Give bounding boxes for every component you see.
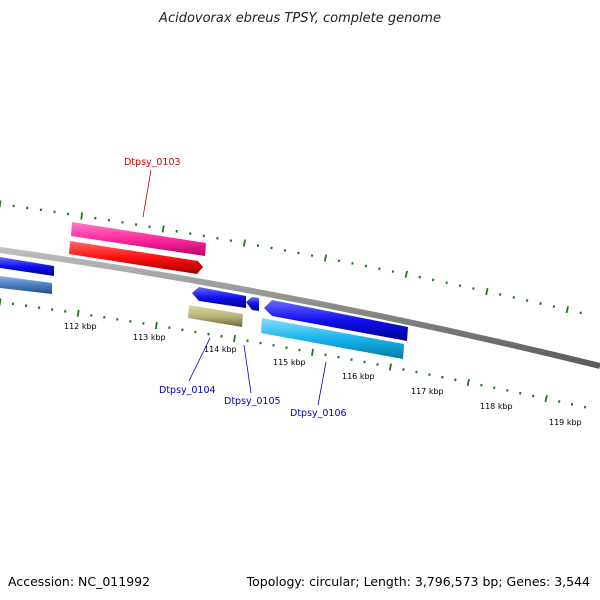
outer-scale-tick (242, 239, 246, 247)
outer-scale-tick (431, 278, 435, 282)
gene-label-dtpsy-0105: Dtpsy_0105 (224, 396, 281, 407)
outer-scale-tick (351, 261, 354, 265)
gene-blue-left (0, 257, 54, 276)
outer-scale-tick (472, 287, 475, 290)
accession-text: Accession: NC_011992 (8, 574, 150, 589)
outer-scale-tick (202, 234, 206, 238)
gene-pink-feature (71, 222, 206, 256)
topology-text: Topology: circular; Length: 3,796,573 bp… (246, 574, 590, 589)
outer-scale-tick (0, 200, 2, 208)
scale-label-116: 116 kbp (342, 372, 375, 381)
inner-scale-tick (454, 378, 457, 382)
gene-label-dtpsy-0104: Dtpsy_0104 (159, 385, 216, 396)
gene-cyan-feature (261, 318, 404, 359)
outer-scale-tick (323, 254, 328, 262)
outer-scale-tick (404, 270, 408, 278)
map-title: Acidovorax ebreus TPSY, complete genome (158, 11, 441, 26)
scale-label-115: 115 kbp (273, 358, 306, 367)
leader-line-dtpsy-0104 (188, 337, 211, 382)
leader-line-dtpsy-0103 (142, 169, 152, 218)
inner-scale-tick (583, 405, 587, 409)
scale-label-118: 118 kbp (480, 402, 513, 411)
inner-scale-tick (519, 391, 522, 395)
genome-backbone (0, 247, 600, 369)
inner-scale-tick (154, 321, 158, 330)
inner-scale-tick (480, 383, 483, 387)
outer-scale-tick (539, 302, 542, 305)
outer-scale-tick (552, 305, 556, 309)
outer-scale-tick (512, 296, 515, 299)
leader-line-dtpsy-0105 (243, 344, 252, 394)
outer-scale-tick (418, 275, 421, 279)
outer-scale-tick (525, 299, 529, 302)
gene-dtpsy-0103-arrow (69, 241, 203, 274)
gene-dtpsy-0106-arrow (264, 300, 408, 341)
scale-label-113: 113 kbp (133, 333, 166, 342)
gene-label-dtpsy-0103: Dtpsy_0103 (124, 157, 181, 168)
scale-label-114: 114 kbp (204, 345, 237, 354)
outer-scale-tick (391, 270, 395, 273)
inner-scale-tick (415, 370, 418, 374)
inner-scale-tick (570, 402, 574, 406)
inner-tick-ring (0, 298, 587, 409)
outer-scale-tick (485, 287, 489, 296)
inner-scale-tick (311, 348, 314, 356)
gene-dtpsy-0104-arrow (192, 287, 246, 308)
inner-scale-tick (506, 389, 509, 392)
scale-label-112: 112 kbp (64, 322, 97, 331)
outer-scale-tick (445, 281, 448, 285)
scale-label-119: 119 kbp (549, 418, 582, 427)
inner-scale-tick (233, 334, 236, 343)
inner-scale-tick (0, 298, 2, 306)
outer-scale-tick (161, 225, 165, 233)
gene-label-dtpsy-0106: Dtpsy_0106 (290, 408, 347, 419)
inner-scale-tick (557, 400, 561, 403)
leader-line-dtpsy-0106 (317, 361, 327, 406)
scale-label-117: 117 kbp (411, 387, 444, 396)
inner-scale-tick (388, 363, 392, 371)
outer-scale-tick (364, 264, 368, 268)
inner-scale-tick (544, 395, 548, 403)
gene-olive-feature (188, 305, 243, 327)
outer-scale-tick (579, 311, 582, 315)
scale-labels: 112 kbp 113 kbp 114 kbp 115 kbp 116 kbp … (64, 322, 582, 427)
outer-scale-tick (337, 259, 341, 263)
gene-steelblue-left (0, 276, 52, 294)
inner-scale-tick (466, 378, 470, 387)
outer-scale-tick (458, 284, 462, 288)
gene-dtpsy-0105-arrow (246, 297, 259, 311)
inner-scale-tick (76, 309, 80, 317)
inner-scale-tick (531, 394, 535, 398)
inner-scale-tick (376, 363, 379, 366)
inner-scale-tick (402, 368, 405, 371)
inner-scale-tick (493, 386, 496, 390)
outer-scale-tick (499, 293, 502, 296)
outer-scale-tick (565, 306, 569, 314)
outer-scale-tick (80, 212, 84, 220)
outer-tick-ring (0, 200, 582, 315)
